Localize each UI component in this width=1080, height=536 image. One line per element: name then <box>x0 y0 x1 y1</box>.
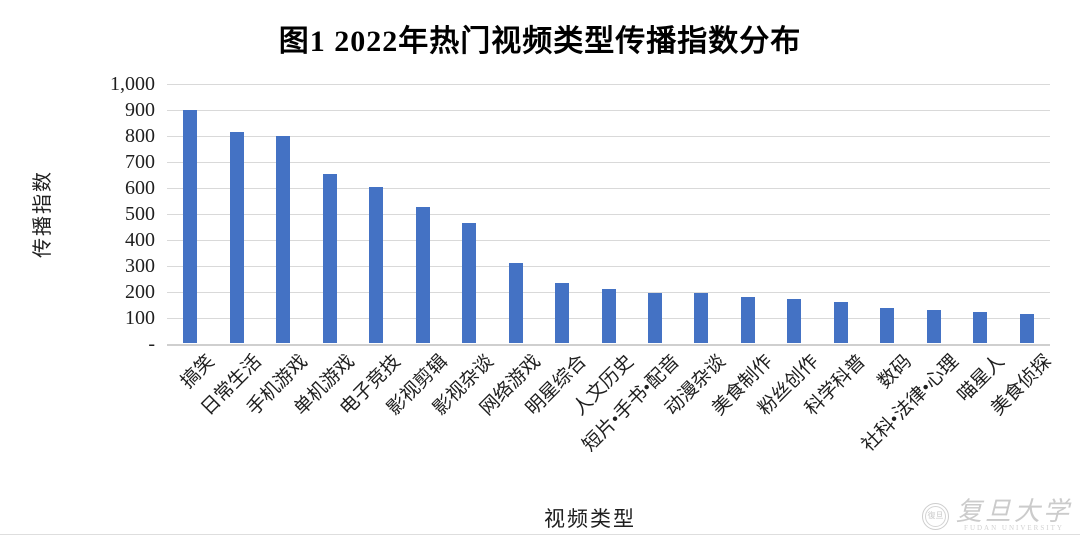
gridline <box>167 161 1050 163</box>
ytick-label: 100 <box>125 306 155 329</box>
ytick-label: 600 <box>125 176 155 199</box>
bar <box>508 263 523 344</box>
university-seal-text: 復旦 <box>924 505 946 527</box>
ytick-label: 900 <box>125 98 155 121</box>
bar <box>833 301 848 344</box>
ytick-label: 700 <box>125 150 155 173</box>
university-wordmark: 复旦大学 FUDAN UNIVERSITY <box>955 497 1072 533</box>
bar <box>926 309 941 344</box>
bar <box>601 289 616 344</box>
bottom-divider <box>0 534 1080 535</box>
x-axis-title: 视频类型 <box>544 507 636 531</box>
gridline <box>167 109 1050 111</box>
ytick-label: - <box>148 332 155 355</box>
watermark: 復旦 复旦大学 FUDAN UNIVERSITY <box>921 497 1072 533</box>
chart-title: 图1 2022年热门视频类型传播指数分布 <box>278 25 802 58</box>
university-seal-icon: 復旦 <box>921 502 949 530</box>
gridline <box>167 84 1050 85</box>
ytick-label: 300 <box>125 254 155 277</box>
bar <box>694 292 709 344</box>
bar <box>647 292 662 344</box>
bar <box>880 308 895 344</box>
plot-area <box>167 84 1050 346</box>
bar <box>183 109 198 344</box>
ytick-label: 500 <box>125 202 155 225</box>
gridline <box>167 265 1050 267</box>
bar <box>369 186 384 344</box>
ytick-label: 200 <box>125 280 155 303</box>
bar <box>740 296 755 344</box>
bar <box>322 173 337 344</box>
bar <box>415 207 430 344</box>
gridline <box>167 239 1050 241</box>
university-name: 复旦大学 <box>955 497 1072 526</box>
gridline <box>167 135 1050 137</box>
bar <box>787 299 802 344</box>
university-name-latin: FUDAN UNIVERSITY <box>964 524 1064 532</box>
bar <box>462 222 477 344</box>
x-axis-line <box>167 343 1050 346</box>
ytick-label: 1,000 <box>110 73 155 95</box>
bar <box>276 135 291 344</box>
ytick-label: 400 <box>125 228 155 251</box>
bar <box>229 132 244 344</box>
ytick-label: 800 <box>125 124 155 147</box>
gridline <box>167 187 1050 189</box>
bar <box>555 282 570 344</box>
gridline <box>167 213 1050 215</box>
bar <box>973 312 988 344</box>
bar <box>1019 313 1034 344</box>
y-axis-title: 传播指数 <box>32 170 54 258</box>
